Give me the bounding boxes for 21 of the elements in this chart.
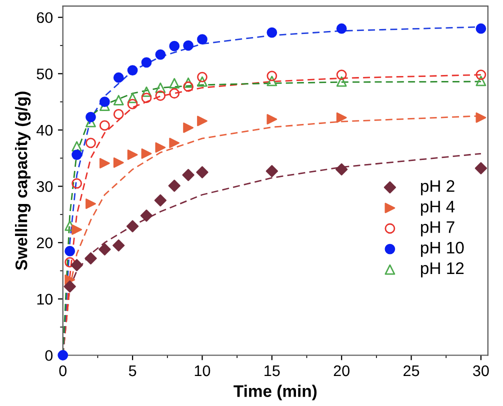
y-tick-label: 0 <box>45 350 53 361</box>
x-tick-label: 0 <box>59 365 67 376</box>
y-tick-label: 60 <box>36 12 53 24</box>
y-tick-label: 10 <box>37 294 53 305</box>
legend-label: pH 2 <box>421 180 454 196</box>
y-tick-label: 30 <box>36 181 53 192</box>
legend-label: pH 12 <box>421 262 464 278</box>
y-tick-label: 50 <box>36 68 53 80</box>
y-tick-label: 40 <box>36 124 53 136</box>
y-axis-title: Swelling capacity (g/g) <box>14 92 31 270</box>
x-tick-label: 25 <box>404 365 420 376</box>
legend-label: pH 10 <box>421 242 464 257</box>
x-axis-title: Time (min) <box>234 384 317 400</box>
x-tick-label: 5 <box>128 366 136 376</box>
legend-label: pH 4 <box>421 200 455 216</box>
x-tick-label: 10 <box>194 365 210 376</box>
x-tick-label: 20 <box>334 365 350 376</box>
x-tick-label: 15 <box>264 366 280 376</box>
legend-label: pH 7 <box>421 221 454 236</box>
y-tick-label: 20 <box>36 237 53 248</box>
x-tick-label: 30 <box>473 365 489 376</box>
